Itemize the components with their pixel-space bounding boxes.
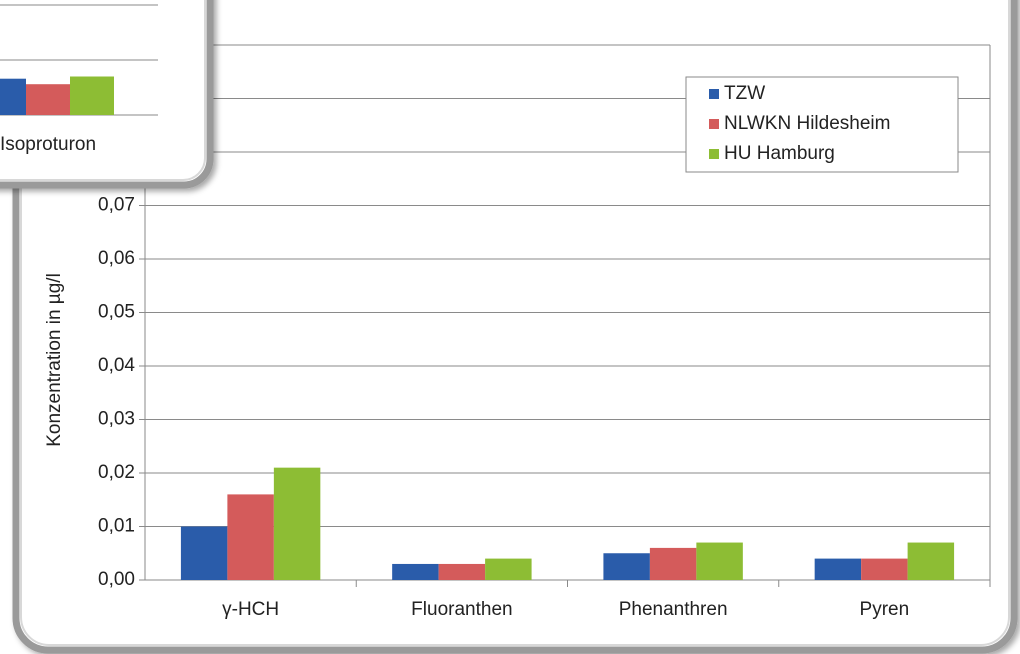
bar [649, 547, 697, 580]
bar [603, 553, 650, 580]
bar [907, 542, 955, 580]
legend: TZW NLWKN Hildesheim HU Hamburg [685, 76, 959, 173]
legend-swatch [709, 119, 719, 129]
y-tick-label: 0,02 [98, 462, 135, 483]
legend-label: NLWKN Hildesheim [724, 113, 890, 134]
y-tick-label: 0,06 [98, 248, 135, 269]
x-tick-label: Fluoranthen [411, 599, 512, 620]
bar [485, 558, 532, 580]
legend-swatch [709, 149, 719, 159]
bar [227, 494, 274, 580]
bar [26, 84, 70, 115]
legend-swatch [709, 89, 719, 99]
bar [0, 78, 26, 115]
bar [861, 558, 908, 580]
bar [273, 467, 321, 580]
x-tick-label: Isoproturon [0, 134, 96, 155]
bar [180, 526, 228, 580]
x-tick-label: γ-HCH [222, 599, 279, 620]
y-tick-label: 0,07 [98, 195, 135, 216]
inset-card: Isoproturon [0, 0, 214, 189]
y-tick-label: 0,03 [98, 409, 135, 430]
legend-box [685, 76, 959, 173]
legend-label: HU Hamburg [724, 143, 835, 164]
main-card: Konzentration in µg/l 0,00 0,01 0,02 0,03 0,… [12, 0, 1018, 654]
y-tick-label: 0,04 [98, 355, 135, 376]
y-tick-label: 0,05 [98, 302, 135, 323]
bar [814, 558, 862, 580]
legend-label: TZW [724, 83, 765, 104]
bar [70, 76, 114, 115]
card-inner-frame [0, 0, 206, 181]
card-inner-frame [20, 0, 1010, 646]
bar [392, 563, 439, 580]
x-tick-label: Phenanthren [619, 599, 728, 620]
y-tick-label: 0,00 [98, 569, 135, 590]
y-axis-label: Konzentration in µg/l [44, 273, 65, 447]
y-tick-label: 0,01 [98, 516, 135, 537]
x-tick-label: Pyren [860, 599, 910, 620]
bar [696, 542, 743, 580]
bar [438, 563, 486, 580]
